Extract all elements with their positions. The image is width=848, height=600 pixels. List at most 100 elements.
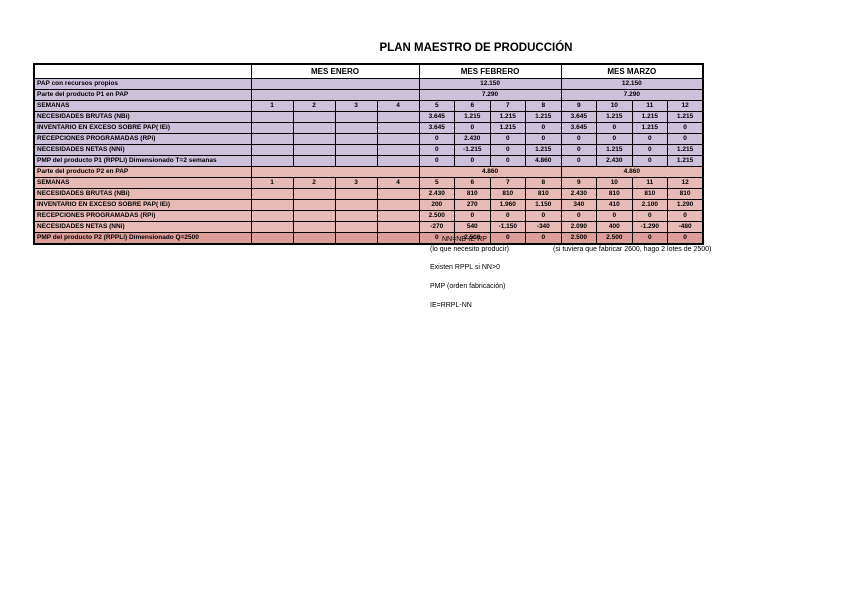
row-label-p2: NECESIDADES BRUTAS (NBi) <box>33 188 252 200</box>
value-cell: 0 <box>525 232 562 245</box>
production-plan-table: MES ENERO MES FEBRERO MES MARZO PAP con rec… <box>33 63 705 245</box>
value-cell: 810 <box>525 188 562 200</box>
value-cell: 1.215 <box>667 155 704 167</box>
value-cell: 1.150 <box>525 199 562 211</box>
page-title: PLAN MAESTRO DE PRODUCCIÓN <box>379 42 573 54</box>
value-cell <box>292 199 336 211</box>
value-cell: 1.215 <box>667 111 704 123</box>
value-cell: 0 <box>631 232 669 245</box>
value-cell <box>292 210 336 222</box>
week-number-cell: 11 <box>631 100 669 112</box>
value-cell: 2.430 <box>418 188 456 200</box>
value-cell <box>292 122 336 134</box>
week-number-cell: 1 <box>250 100 294 112</box>
value-cell: 1.215 <box>667 144 704 156</box>
value-cell <box>334 188 378 200</box>
merged-month-value-cell: 12.150 <box>560 78 704 90</box>
value-cell: 1.290 <box>667 199 704 211</box>
row-label-p2: PMP del producto P2 (RPPLi) Dimensionado… <box>33 232 252 245</box>
value-cell: 3.645 <box>418 122 456 134</box>
value-cell: 0 <box>525 210 562 222</box>
value-cell: 0 <box>631 155 669 167</box>
value-cell: 1.215 <box>525 144 562 156</box>
value-cell <box>376 155 420 167</box>
value-cell <box>250 232 294 245</box>
value-cell: 0 <box>596 133 633 145</box>
value-cell: 2.430 <box>560 188 598 200</box>
value-cell: 1.215 <box>525 111 562 123</box>
value-cell <box>292 144 336 156</box>
value-cell: 0 <box>525 122 562 134</box>
table-corner-cell <box>33 63 252 79</box>
week-number-cell: 3 <box>334 177 378 189</box>
row-label-p1: RECEPCIONES PROGRAMADAS (RPi) <box>33 133 252 145</box>
week-number-cell: 1 <box>250 177 294 189</box>
value-cell <box>292 232 336 245</box>
row-label-p2: RECEPCIONES PROGRAMADAS (RPi) <box>33 210 252 222</box>
value-cell <box>292 133 336 145</box>
value-cell: 1.960 <box>489 199 527 211</box>
value-cell <box>334 232 378 245</box>
value-cell: 0 <box>631 210 669 222</box>
value-cell <box>376 122 420 134</box>
value-cell: 0 <box>560 155 598 167</box>
merged-month-value-cell <box>250 89 420 101</box>
week-number-cell: 8 <box>525 177 562 189</box>
week-number-cell: 10 <box>596 177 633 189</box>
week-number-cell: 8 <box>525 100 562 112</box>
week-number-cell: 7 <box>489 100 527 112</box>
value-cell <box>334 221 378 233</box>
value-cell: 810 <box>489 188 527 200</box>
week-number-cell: 12 <box>667 100 704 112</box>
value-cell <box>376 144 420 156</box>
value-cell <box>334 210 378 222</box>
value-cell: 2.500 <box>596 232 633 245</box>
value-cell <box>292 188 336 200</box>
value-cell: 1.215 <box>631 111 669 123</box>
value-cell: 340 <box>560 199 598 211</box>
merged-month-value-cell <box>250 78 420 90</box>
value-cell <box>376 221 420 233</box>
week-number-cell: 10 <box>596 100 633 112</box>
value-cell: 1.215 <box>489 122 527 134</box>
value-cell: 810 <box>631 188 669 200</box>
note-formula-nn: NN=NB-IE-RP <box>442 236 487 243</box>
week-number-cell: 9 <box>560 177 598 189</box>
value-cell: -1.150 <box>489 221 527 233</box>
value-cell: 0 <box>489 133 527 145</box>
value-cell: 0 <box>667 122 704 134</box>
row-label-p1: INVENTARIO EN EXCESO SOBRE PAP( IEi) <box>33 122 252 134</box>
row-label-semanas-p1: SEMANAS <box>33 100 252 112</box>
value-cell <box>334 122 378 134</box>
value-cell <box>376 210 420 222</box>
value-cell: 0 <box>454 122 491 134</box>
week-number-cell: 3 <box>334 100 378 112</box>
production-plan-body: MES ENERO MES FEBRERO MES MARZO PAP con rec… <box>33 63 704 245</box>
month-header-2: MES FEBRERO <box>418 63 562 79</box>
value-cell: 3.645 <box>418 111 456 123</box>
value-cell: 0 <box>418 133 456 145</box>
row-label-p2: INVENTARIO EN EXCESO SOBRE PAP( IEi) <box>33 199 252 211</box>
value-cell: 400 <box>596 221 633 233</box>
value-cell: 0 <box>454 210 491 222</box>
week-number-cell: 5 <box>418 100 456 112</box>
value-cell <box>250 221 294 233</box>
week-number-cell: 5 <box>418 177 456 189</box>
week-number-cell: 6 <box>454 100 491 112</box>
month-header-1: MES ENERO <box>250 63 420 79</box>
value-cell: -1.215 <box>454 144 491 156</box>
note-pmp: PMP (orden fabricación) <box>430 283 506 290</box>
value-cell: 1.215 <box>489 111 527 123</box>
value-cell: 810 <box>454 188 491 200</box>
merged-month-value-cell: 7.290 <box>560 89 704 101</box>
value-cell: 2.500 <box>560 232 598 245</box>
value-cell: 0 <box>489 210 527 222</box>
value-cell: 270 <box>454 199 491 211</box>
value-cell: -340 <box>525 221 562 233</box>
value-cell <box>250 111 294 123</box>
merged-month-value-cell: 4.860 <box>560 166 704 178</box>
value-cell: 4.860 <box>525 155 562 167</box>
value-cell: 3.645 <box>560 122 598 134</box>
value-cell: -270 <box>418 221 456 233</box>
week-number-cell: 2 <box>292 100 336 112</box>
